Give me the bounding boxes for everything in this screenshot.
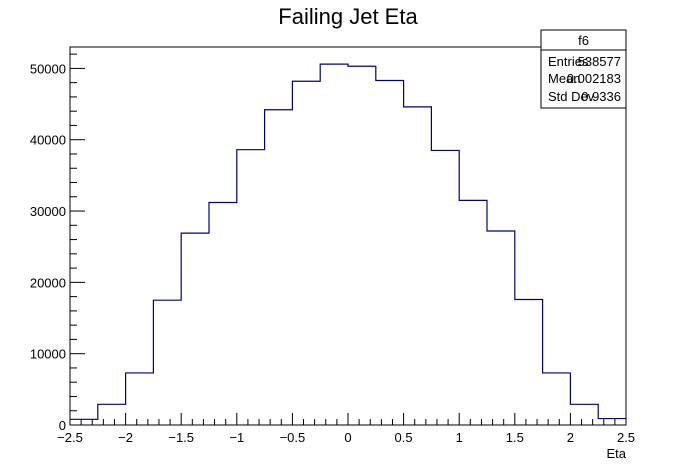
- stats-box-title: f6: [578, 33, 589, 48]
- x-tick-label: −2.5: [57, 430, 83, 445]
- stats-mean-value: 0.002183: [567, 71, 621, 86]
- x-tick-label: −1.5: [168, 430, 194, 445]
- x-tick-label: −1: [229, 430, 244, 445]
- x-tick-label: 1: [456, 430, 463, 445]
- y-tick-label: 20000: [30, 275, 66, 290]
- stats-mean-label: Mean: [548, 71, 581, 86]
- stats-entries-label: Entries: [548, 54, 589, 69]
- y-axis: 0 10000 20000 30000 40000 50000: [30, 53, 85, 433]
- y-tick-label: 40000: [30, 133, 66, 148]
- x-tick-label: −2: [118, 430, 133, 445]
- x-tick-label: 2: [567, 430, 574, 445]
- y-tick-label: 50000: [30, 61, 66, 76]
- stats-box-frame: [540, 29, 627, 109]
- x-tick-label: 0.5: [395, 430, 413, 445]
- x-tick-label: −0.5: [280, 430, 306, 445]
- y-tick-label: 10000: [30, 347, 66, 362]
- stats-stddev-value: 0.9336: [581, 89, 621, 104]
- x-tick-label: 1.5: [506, 430, 524, 445]
- x-tick-label: 2.5: [617, 430, 635, 445]
- chart-title: Failing Jet Eta: [278, 4, 418, 29]
- stats-box: f6 Entries 538577 Mean 0.002183 Std Dev …: [540, 29, 627, 109]
- stats-entries-value: 538577: [578, 54, 621, 69]
- x-tick-label: 0: [344, 430, 351, 445]
- stats-stddev-label: Std Dev: [548, 89, 595, 104]
- x-axis-label: Eta: [606, 446, 626, 461]
- y-tick-label: 30000: [30, 204, 66, 219]
- x-axis: −2.5 −2 −1.5 −1 −0.5 0 0.5 1 1.5 2 2.5: [57, 413, 635, 445]
- y-tick-label: 0: [59, 418, 66, 433]
- histogram-line: [70, 63, 626, 420]
